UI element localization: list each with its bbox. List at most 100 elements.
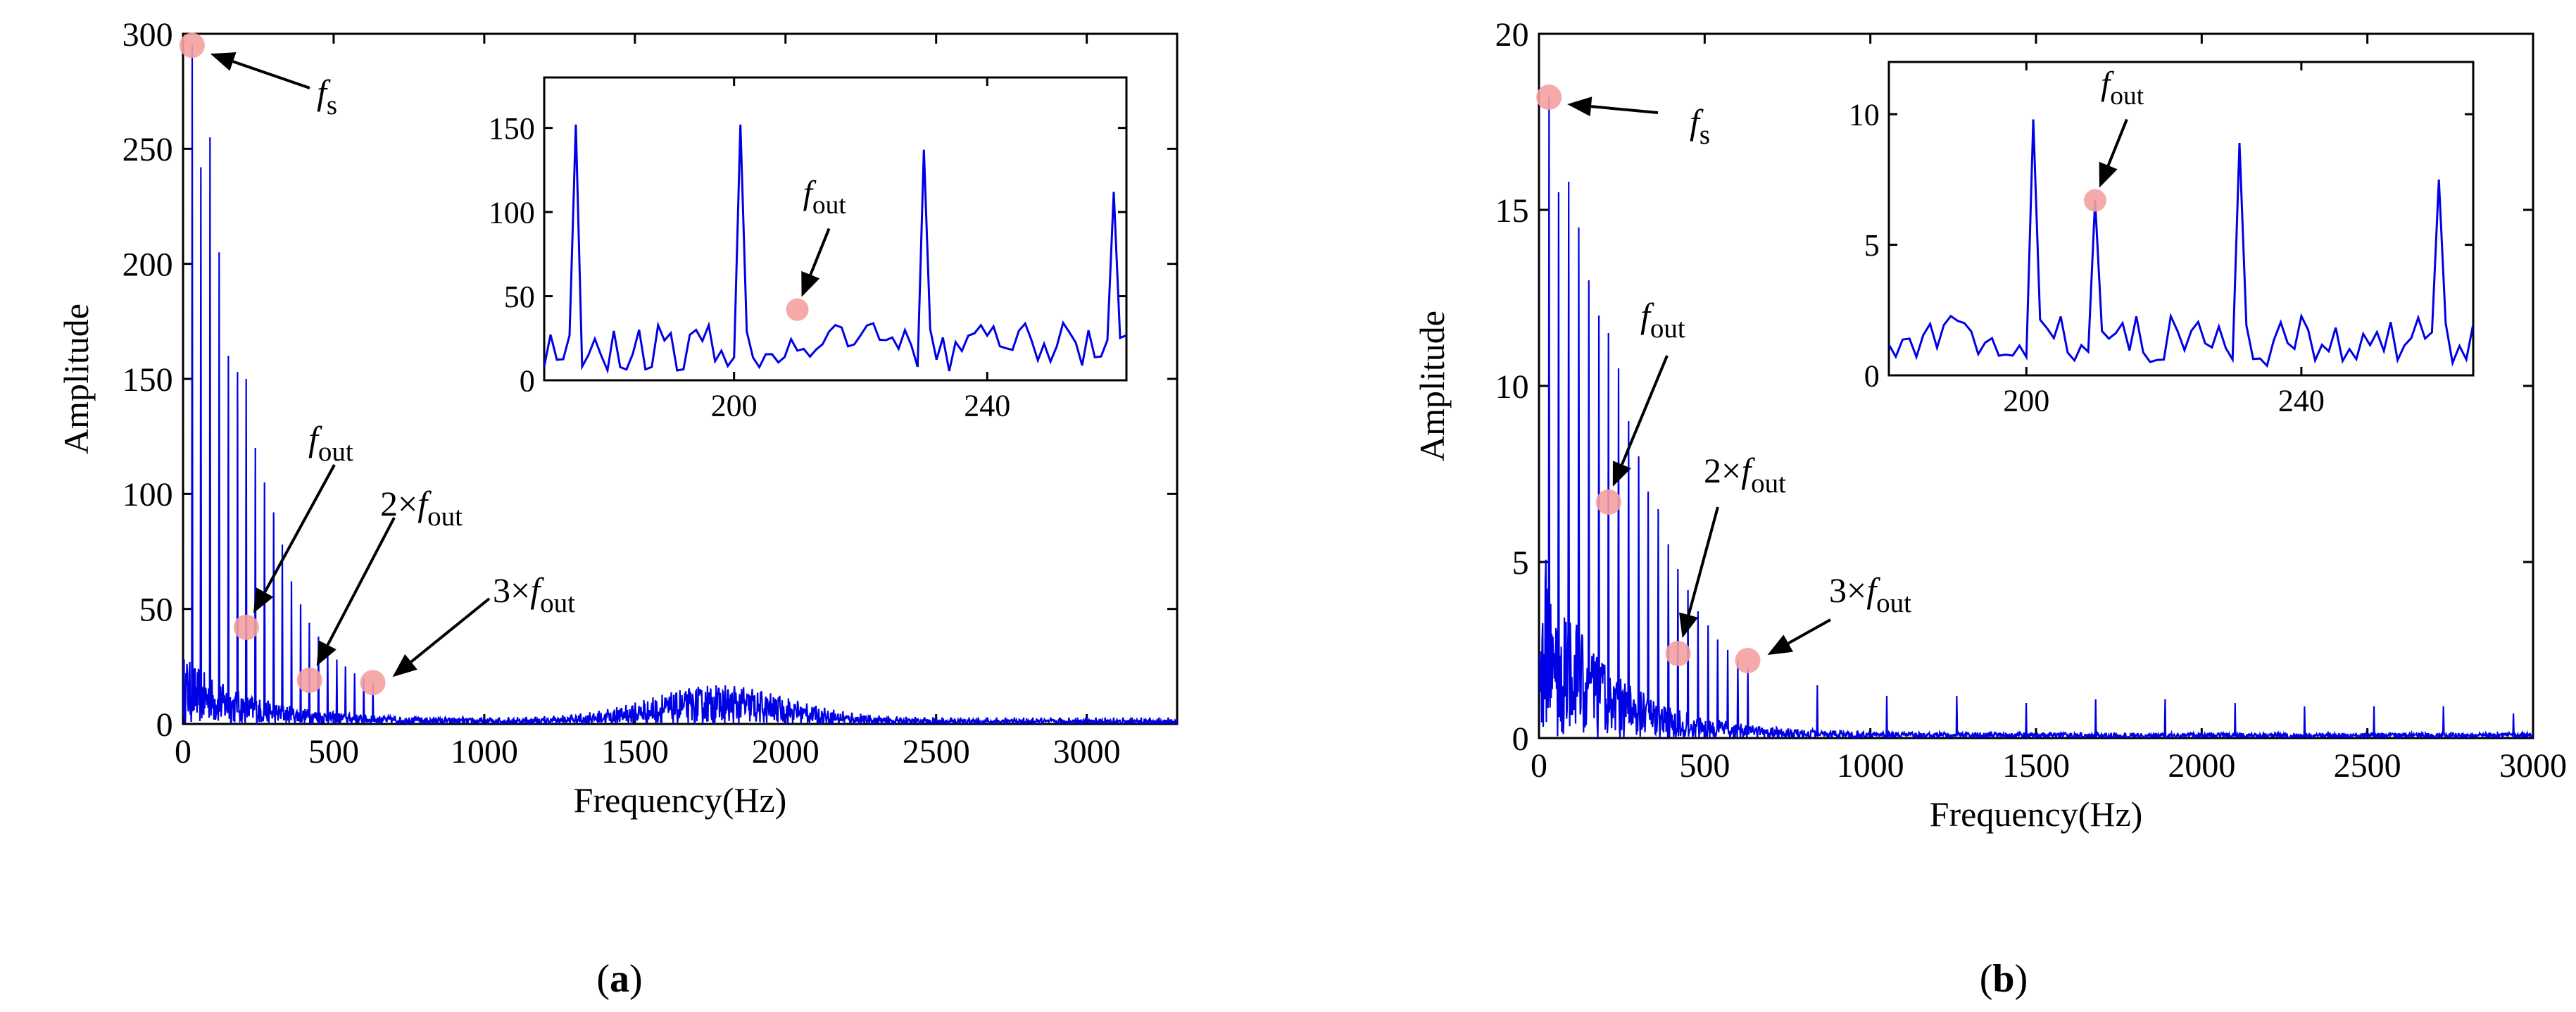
- panel-label: (a): [596, 957, 642, 1001]
- inset-annotation-arrow-shaft: [2106, 118, 2128, 166]
- main-ytick-label: 50: [139, 591, 173, 628]
- annotation-label-1: fout: [308, 419, 353, 467]
- main-ytick-label: 10: [1495, 368, 1529, 406]
- annotation-arrow-1-head: [253, 587, 274, 613]
- inset-frame: [543, 76, 1128, 382]
- marker-3: [1735, 648, 1761, 673]
- annotation-arrow-0-head: [1567, 96, 1592, 117]
- marker-2: [296, 667, 322, 693]
- spectrum-line: [183, 45, 1177, 724]
- annotation-arrow-3-head: [392, 654, 417, 677]
- panel-a: 0 500 1000 1500 2000 2500 3000 0 50 100 150 200 250 3…: [56, 16, 1179, 1001]
- annotation-arrow-0-shaft: [232, 60, 310, 89]
- inset-marker: [786, 298, 809, 321]
- inset-xtick-label: 240: [964, 389, 1010, 423]
- inset-annotation-arrow-head: [801, 270, 820, 297]
- main-ytick-label: 15: [1495, 192, 1529, 230]
- annotation-label-0: fs: [1690, 102, 1710, 150]
- annotation-arrow-1-shaft: [1621, 355, 1669, 466]
- inset-ytick-label: 0: [1864, 358, 1880, 393]
- inset-ytick-label: 100: [489, 196, 535, 230]
- main-ytick-label: 100: [122, 476, 173, 513]
- inset-ytick-label: 50: [504, 280, 535, 314]
- inset-frame: [1887, 61, 2475, 377]
- annotation-arrow-3: [392, 597, 491, 677]
- main-xtick-label: 500: [308, 733, 359, 770]
- annotation-arrow-2-shaft: [326, 517, 396, 646]
- inset-xtick-label: 200: [2003, 384, 2049, 418]
- annotation-arrow-0-shaft: [1590, 105, 1659, 114]
- annotation-arrow-2-head: [316, 640, 337, 666]
- main-ytick-label: 0: [1512, 720, 1529, 758]
- main-ytick-label: 150: [122, 361, 173, 399]
- annotation-label-3: 3×fout: [493, 570, 575, 618]
- spectrum-line: [1539, 96, 2533, 738]
- main-xtick-label: 1000: [451, 733, 518, 770]
- marker-2: [1665, 641, 1691, 666]
- inset-spectrum-line: [1889, 119, 2473, 368]
- annotation-arrow-1-shaft: [263, 464, 336, 593]
- main-xtick-label: 500: [1679, 747, 1730, 785]
- main-xtick-label: 1000: [1837, 747, 1904, 785]
- annotation-arrow-2: [316, 517, 396, 666]
- y-axis-title: Amplitude: [1412, 311, 1452, 461]
- main-xtick-label: 0: [175, 733, 191, 770]
- inset-ytick-label: 10: [1849, 98, 1880, 132]
- main-ytick-label: 200: [122, 246, 173, 283]
- annotation-arrow-3-shaft: [1788, 618, 1831, 645]
- annotation-arrow-1: [253, 464, 336, 613]
- annotation-label-3: 3×fout: [1829, 570, 1911, 618]
- annotation-label-1: fout: [1640, 296, 1685, 344]
- annotation-arrow-1: [1612, 355, 1669, 487]
- annotation-arrow-0: [1567, 96, 1659, 117]
- annotation-arrow-2-head: [1679, 612, 1699, 638]
- main-xtick-label: 1500: [601, 733, 669, 770]
- inset-annotation-arrow: [801, 227, 831, 297]
- annotation-label-0: fs: [317, 73, 337, 120]
- annotation-label-2: 2×fout: [380, 484, 463, 532]
- inset: 200 240 0 50 100 150 fout: [489, 76, 1128, 423]
- inset-ytick-label: 150: [489, 111, 535, 146]
- x-axis-title: Frequency(Hz): [1930, 794, 2143, 834]
- inset-annotation-label: fout: [803, 175, 847, 220]
- annotation-arrow-1-head: [1612, 461, 1631, 487]
- inset-marker: [2083, 189, 2106, 212]
- inset-bg: [544, 77, 1126, 380]
- inset-annotation-arrow-head: [2099, 161, 2118, 188]
- inset-xtick-label: 240: [2278, 384, 2325, 418]
- main-xtick-label: 2500: [2334, 747, 2401, 785]
- main-xtick-label: 3000: [1053, 733, 1121, 770]
- annotation-arrow-0: [210, 52, 310, 89]
- y-axis-title: Amplitude: [56, 304, 96, 454]
- x-axis-title: Frequency(Hz): [574, 780, 787, 820]
- panel-label: (b): [1980, 957, 2028, 1001]
- main-xtick-label: 2000: [752, 733, 819, 770]
- main-ytick-label: 5: [1512, 544, 1529, 582]
- annotation-arrow-3: [1767, 618, 1831, 655]
- annotation-arrow-3-shaft: [410, 597, 491, 663]
- inset-bg: [1889, 62, 2473, 375]
- main-ytick-label: 300: [122, 16, 173, 54]
- main-xtick-label: 1500: [2002, 747, 2070, 785]
- inset-spectrum-line: [544, 124, 1126, 375]
- main-ytick-label: 0: [156, 706, 173, 744]
- main-xtick-label: 2000: [2168, 747, 2235, 785]
- annotation-label-2: 2×fout: [1704, 451, 1786, 499]
- marker-0: [1536, 85, 1562, 110]
- inset-xtick-label: 200: [711, 389, 758, 423]
- main-xtick-label: 3000: [2499, 747, 2567, 785]
- panel-b: 0 500 1000 1500 2000 2500 3000 0 5 10 15 20 Frequenc…: [1412, 16, 2567, 1001]
- main-ytick-label: 20: [1495, 16, 1529, 54]
- annotation-arrow-0-head: [210, 52, 237, 71]
- main-ytick-label: 250: [122, 131, 173, 168]
- inset-ytick-label: 5: [1864, 228, 1880, 263]
- annotation-arrow-2-shaft: [1687, 506, 1719, 616]
- annotation-arrow-3-head: [1767, 635, 1794, 655]
- inset-annotation-arrow-shaft: [809, 227, 831, 275]
- marker-0: [179, 32, 205, 58]
- marker-3: [360, 670, 386, 696]
- marker-1: [233, 614, 259, 640]
- main-xtick-label: 2500: [903, 733, 970, 770]
